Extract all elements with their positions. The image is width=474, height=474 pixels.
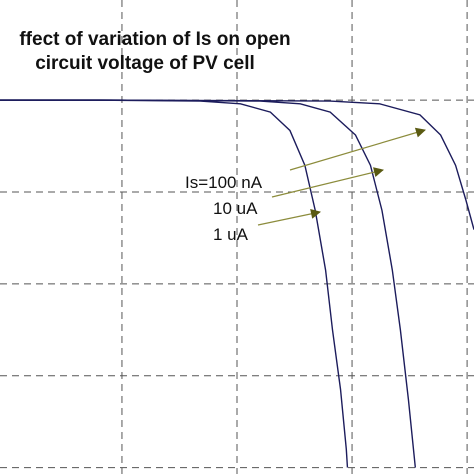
annotation: 10 uA	[213, 199, 258, 218]
annotation: Is=100 nA	[185, 173, 263, 192]
annotation: 1 uA	[213, 225, 249, 244]
annotation-arrow	[289, 127, 426, 171]
annotation-arrow	[271, 167, 384, 198]
curve	[0, 99, 474, 230]
chart-title: ffect of variation of Is on open	[19, 29, 290, 50]
annotation-arrow	[257, 208, 321, 226]
chart-title: circuit voltage of PV cell	[35, 53, 255, 74]
